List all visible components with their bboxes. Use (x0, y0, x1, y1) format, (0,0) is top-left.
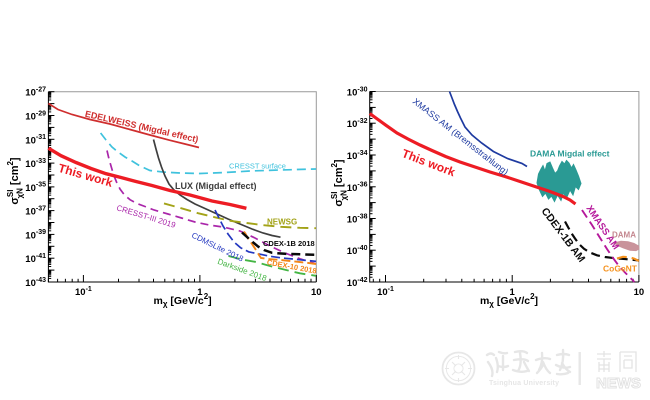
svg-text:CRESST surface: CRESST surface (229, 162, 286, 171)
svg-text:Tsinghua University: Tsinghua University (489, 380, 559, 387)
svg-text:DAMA Migdal effect: DAMA Migdal effect (530, 149, 610, 159)
svg-text:NEWSG: NEWSG (267, 218, 297, 227)
svg-text:CDEX-1B 2018: CDEX-1B 2018 (263, 239, 315, 248)
svg-text:LUX (Migdal effect): LUX (Migdal effect) (175, 181, 257, 191)
svg-text:mχ [GeV/c2]: mχ [GeV/c2] (154, 292, 212, 309)
svg-text:1: 1 (510, 287, 516, 298)
svg-text:NEWS: NEWS (596, 375, 641, 392)
svg-text:mχ [GeV/c2]: mχ [GeV/c2] (480, 292, 538, 309)
svg-text:σSIχN [cm2]: σSIχN [cm2] (330, 159, 349, 207)
svg-text:CoGeNT: CoGeNT (603, 264, 638, 274)
svg-text:10: 10 (634, 287, 645, 298)
svg-text:10: 10 (311, 287, 322, 298)
svg-text:DAMA: DAMA (612, 231, 636, 240)
svg-text:σSIχN [cm2]: σSIχN [cm2] (6, 157, 25, 205)
svg-text:1: 1 (197, 287, 203, 298)
